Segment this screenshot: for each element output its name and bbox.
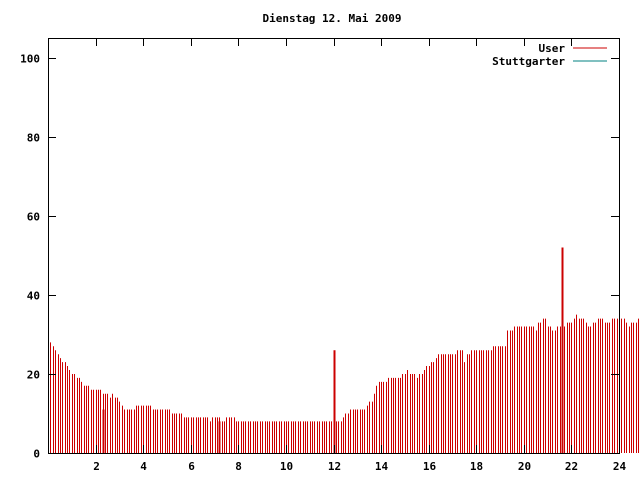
y-tick-label: 60 <box>27 211 40 224</box>
x-tick-label: 2 <box>93 460 100 473</box>
legend: User Stuttgarter <box>492 42 607 68</box>
x-tick-label: 24 <box>613 460 627 473</box>
x-tick-label: 14 <box>375 460 389 473</box>
highlight-bars-group <box>102 247 564 453</box>
y-tick-label: 80 <box>27 132 40 145</box>
x-tick-label: 4 <box>140 460 147 473</box>
x-tick-label: 20 <box>518 460 531 473</box>
x-tick-label: 6 <box>188 460 195 473</box>
x-tick-label: 8 <box>235 460 242 473</box>
x-axis: 2 4 6 8 10 12 14 16 18 20 22 24 <box>93 38 626 473</box>
x-tick-label: 18 <box>470 460 483 473</box>
x-tick-label: 16 <box>423 460 437 473</box>
y-tick-label: 20 <box>27 369 40 382</box>
y-tick-label: 100 <box>20 53 40 66</box>
y-axis: 0 20 40 60 80 100 <box>20 53 619 461</box>
x-tick-label: 10 <box>280 460 293 473</box>
legend-label-user: User <box>539 42 566 55</box>
legend-label-stuttgarter: Stuttgarter <box>492 55 565 68</box>
x-tick-label: 22 <box>565 460 578 473</box>
bars-group <box>50 314 639 453</box>
chart-title: Dienstag 12. Mai 2009 <box>262 12 401 25</box>
y-tick-label: 0 <box>33 448 40 461</box>
y-tick-label: 40 <box>27 290 40 303</box>
x-tick-label: 12 <box>328 460 341 473</box>
